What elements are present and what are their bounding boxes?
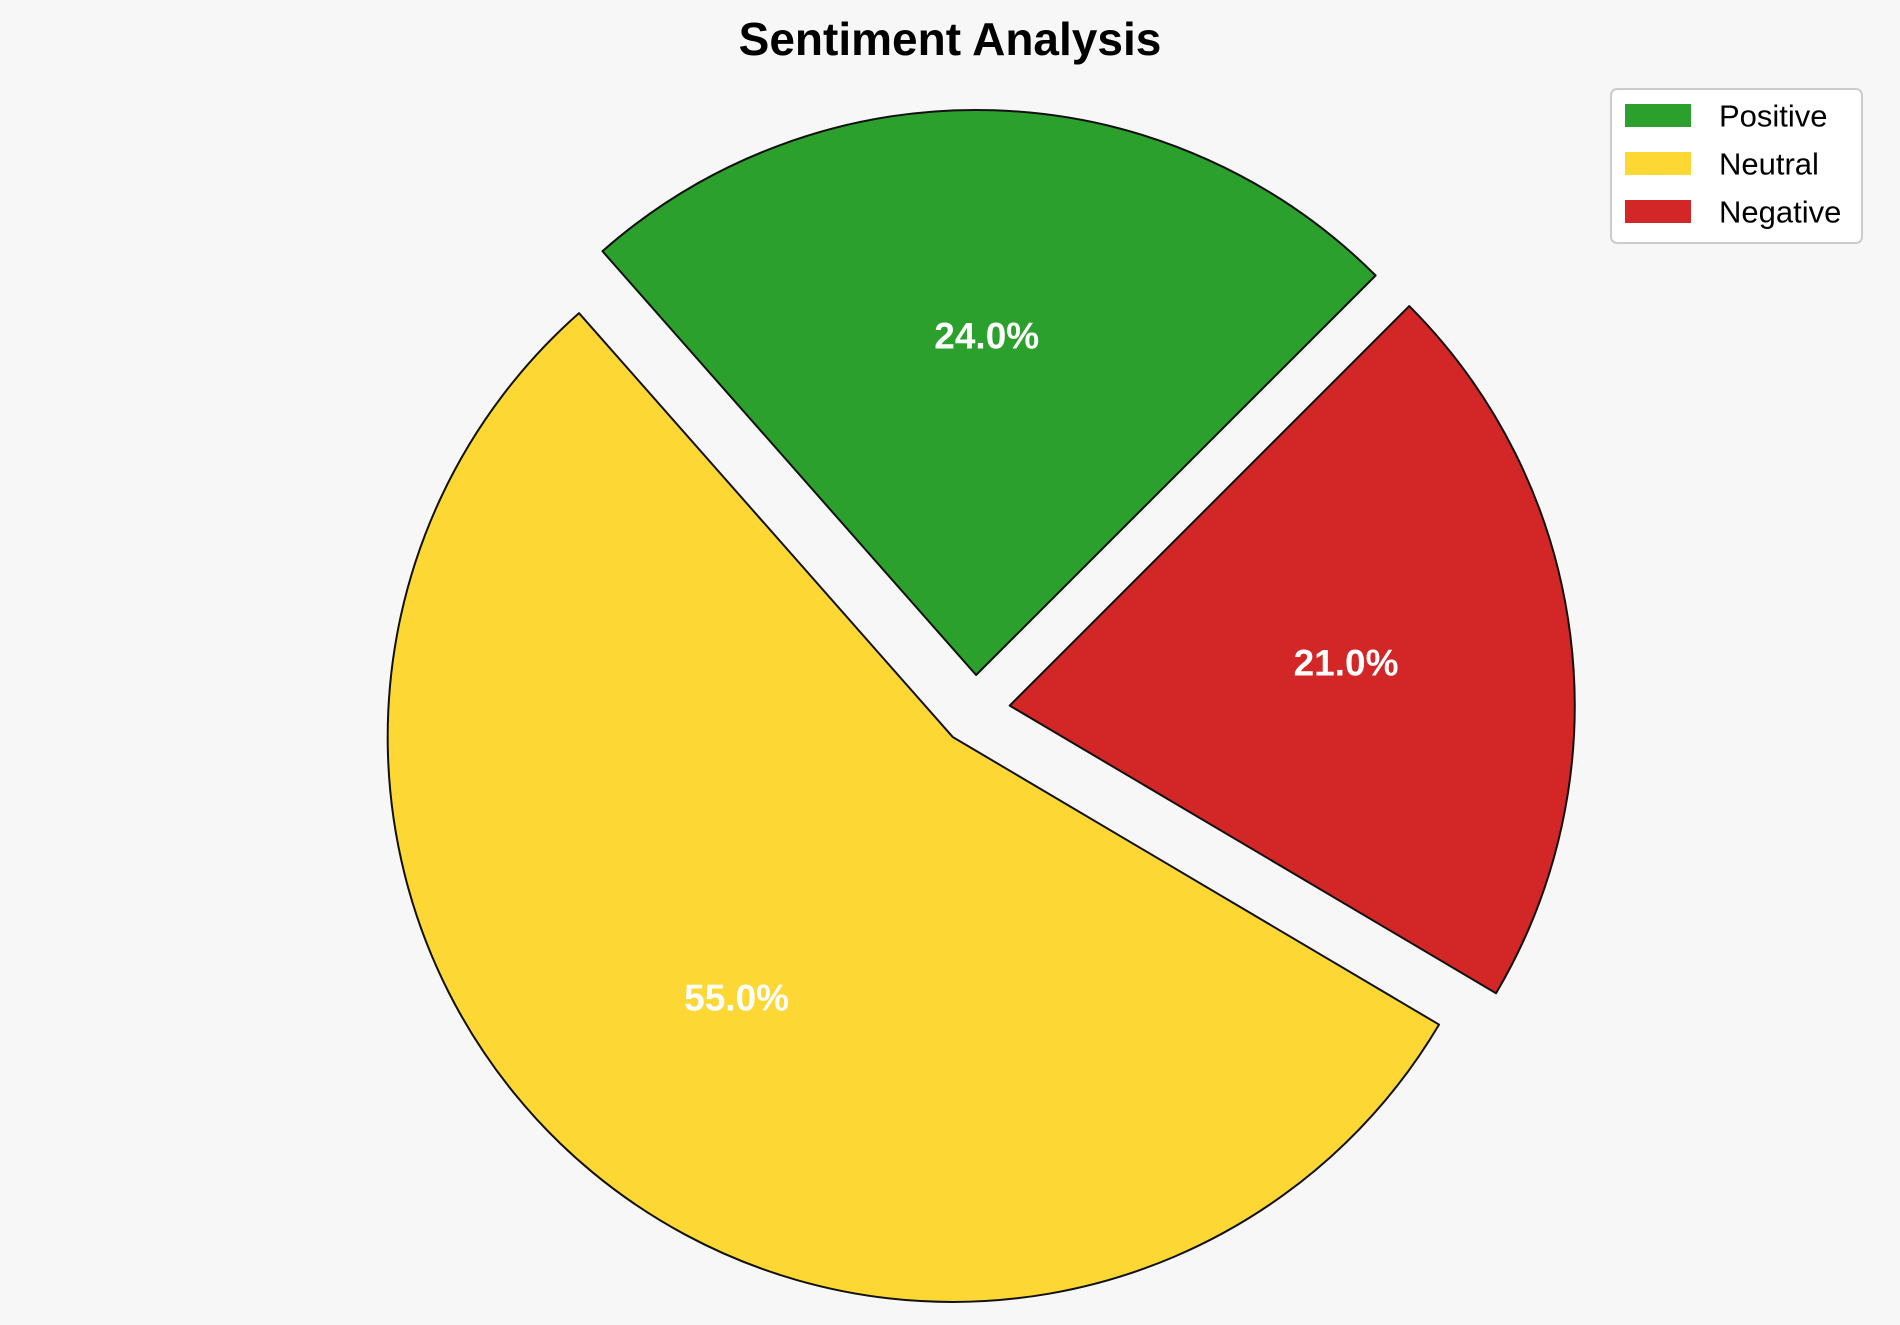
chart-legend: Positive Neutral Negative [1610,88,1863,244]
pie-slice-positive [601,109,1377,677]
legend-swatch-negative [1625,200,1691,223]
pie-slice-labels: 24.0% 55.0% 21.0% [684,316,1398,1019]
pie-slices [386,109,1576,1303]
legend-label-positive: Positive [1719,99,1828,134]
legend-swatch-neutral [1625,152,1691,175]
legend-swatch-positive [1625,104,1691,127]
pie-slice-negative [1008,305,1576,995]
legend-label-neutral: Neutral [1719,147,1819,182]
chart-title: Sentiment Analysis [739,13,1162,65]
pie-slice-neutral [386,312,1441,1303]
slice-label-negative: 21.0% [1294,643,1399,684]
slice-label-positive: 24.0% [934,316,1039,357]
slice-label-neutral: 55.0% [684,978,789,1019]
legend-label-negative: Negative [1719,195,1841,230]
